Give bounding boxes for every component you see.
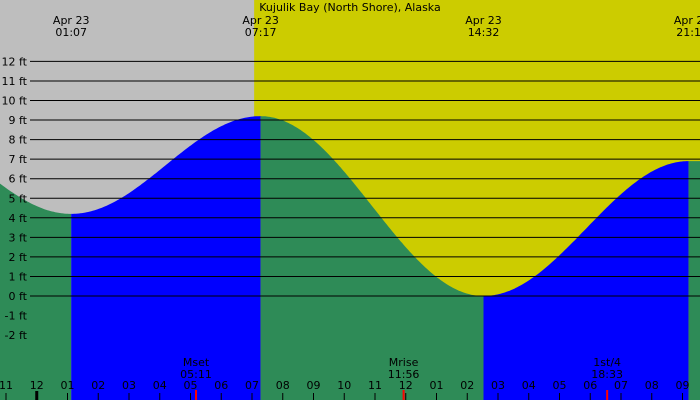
falling-tide-segment: [688, 161, 700, 400]
hour-tick: [466, 393, 468, 400]
x-hour-label: 03: [491, 379, 505, 392]
height-gridlines: [30, 60, 700, 297]
x-hour-label: 10: [337, 379, 351, 392]
hour-tick: [559, 393, 560, 400]
x-hour-label: 11: [368, 379, 382, 392]
y-tick-label: -1 ft: [5, 310, 28, 323]
event-label: 1st/4: [593, 356, 621, 369]
hour-tick: [436, 393, 437, 400]
event-label: Mset: [183, 356, 210, 369]
x-hour-label: 05: [553, 379, 567, 392]
event-time-label: 18:33: [591, 368, 623, 381]
hour-tick: [159, 393, 161, 400]
y-tick-label: 12 ft: [2, 55, 28, 68]
y-tick-label: 5 ft: [9, 192, 28, 205]
tide-area: [0, 116, 700, 400]
hour-tick: [589, 393, 591, 400]
extreme-time-label: 14:32: [468, 26, 500, 39]
y-tick-label: 8 ft: [9, 134, 28, 147]
x-hour-label: 02: [460, 379, 474, 392]
y-tick-label: 4 ft: [9, 212, 28, 225]
hour-tick: [282, 393, 284, 400]
hour-tick: [528, 393, 530, 400]
x-hour-label: 04: [153, 379, 167, 392]
hour-tick: [67, 393, 68, 400]
hour-tick: [343, 393, 345, 400]
extreme-date-label: Apr 23: [465, 14, 502, 27]
event-marker: [195, 390, 198, 400]
hour-tick: [682, 393, 683, 400]
event-marker: [402, 390, 405, 400]
x-hour-label: 08: [645, 379, 659, 392]
x-hour-label: 11: [0, 379, 13, 392]
y-tick-label: 3 ft: [9, 231, 28, 244]
extreme-time-label: 21:1: [676, 26, 700, 39]
hour-tick: [5, 393, 7, 400]
x-hour-label: 06: [583, 379, 597, 392]
x-hour-label: 02: [91, 379, 105, 392]
hour-tick: [620, 393, 622, 400]
extreme-date-label: Apr 23: [53, 14, 90, 27]
hour-tick: [374, 393, 376, 400]
extreme-date-label: Apr 2: [674, 14, 700, 27]
x-hour-label: 01: [430, 379, 444, 392]
y-tick-label: 11 ft: [2, 75, 28, 88]
chart-title: Kujulik Bay (North Shore), Alaska: [259, 1, 440, 14]
hour-tick: [651, 393, 653, 400]
y-tick-label: 1 ft: [9, 270, 28, 283]
y-tick-label: 7 ft: [9, 153, 28, 166]
event-time-label: 05:11: [180, 368, 212, 381]
event-marker: [606, 390, 609, 400]
x-hour-label: 04: [522, 379, 536, 392]
rising-tide-segment: [71, 116, 261, 400]
event-label: Mrise: [389, 356, 419, 369]
y-tick-label: -2 ft: [5, 329, 28, 342]
x-hour-label: 09: [307, 379, 321, 392]
x-hour-label: 12: [399, 379, 413, 392]
x-hour-label: 09: [676, 379, 690, 392]
hour-tick: [190, 393, 191, 400]
y-tick-label: 2 ft: [9, 251, 28, 264]
rising-tide-segment: [483, 161, 689, 400]
y-axis-labels: -2 ft -1 ft 0 ft 1 ft 2 ft 3 ft 4 ft 5 ft 6 ft 7 …: [2, 55, 28, 342]
hour-tick: [251, 393, 253, 400]
hour-tick: [497, 393, 499, 400]
y-tick-label: 10 ft: [2, 95, 28, 108]
event-time-label: 11:56: [388, 368, 420, 381]
y-tick-label: 6 ft: [9, 173, 28, 186]
extreme-date-label: Apr 23: [242, 14, 279, 27]
hour-tick: [405, 393, 407, 400]
extreme-time-label: 01:07: [55, 26, 87, 39]
hour-tick: [220, 393, 222, 400]
midnight-tick: [35, 391, 39, 400]
y-tick-label: 9 ft: [9, 114, 28, 127]
hour-tick: [128, 393, 130, 400]
x-hour-label: 07: [614, 379, 628, 392]
extreme-time-label: 07:17: [245, 26, 277, 39]
hour-tick: [97, 393, 99, 400]
x-hour-label: 01: [61, 379, 75, 392]
x-hour-label: 08: [276, 379, 290, 392]
falling-tide-segment: [260, 116, 484, 400]
hour-tick: [313, 393, 314, 400]
x-hour-label: 07: [245, 379, 259, 392]
x-hour-label: 05: [184, 379, 198, 392]
x-hour-label: 06: [214, 379, 228, 392]
x-hour-label: 12: [30, 379, 44, 392]
x-axis: 11 12 01 02 03 04 05 06 07 08 09 10 11 12 01 02 03 04 05 06…: [0, 379, 690, 400]
x-hour-label: 03: [122, 379, 136, 392]
y-tick-label: 0 ft: [9, 290, 28, 303]
